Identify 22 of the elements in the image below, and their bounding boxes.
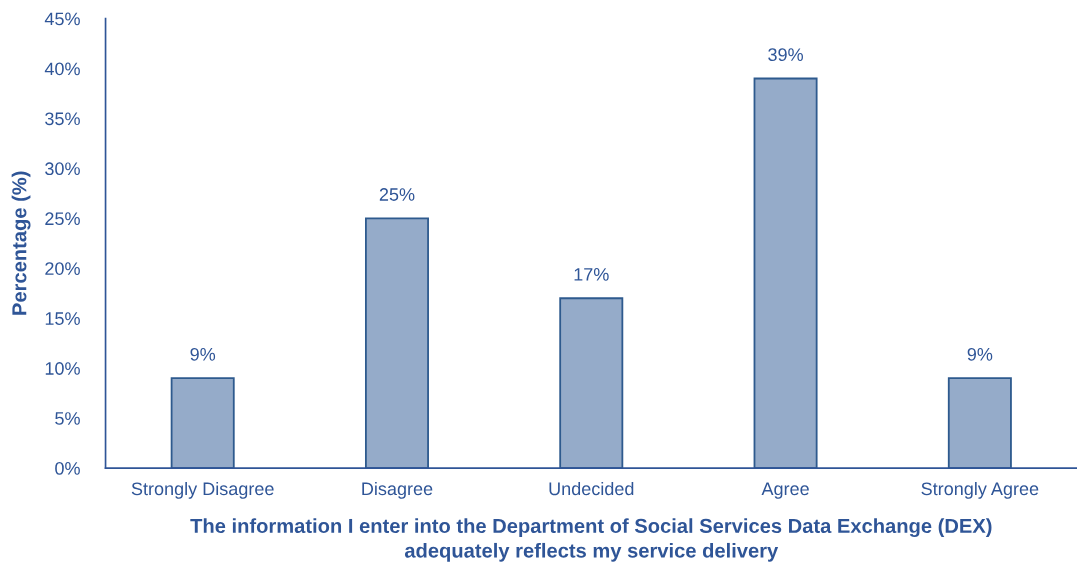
data-label: 9% xyxy=(967,347,993,361)
x-tick-label: Strongly Disagree xyxy=(131,481,274,499)
y-tick-label: 45% xyxy=(44,12,80,26)
x-tick-label: Disagree xyxy=(362,481,433,499)
x-axis-title: The information I enter into the Department of Social Services Data Exchange (DEX) adequately reflects my service delivery xyxy=(190,518,992,562)
y-tick-label: 25% xyxy=(45,212,80,226)
x-tick-label: Undecided xyxy=(549,481,634,496)
y-tick-label: 0% xyxy=(55,461,80,475)
y-tick-label: 35% xyxy=(45,112,80,126)
y-tick-label: 20% xyxy=(45,262,80,275)
y-tick-label: 5% xyxy=(55,412,80,425)
data-label: 17% xyxy=(574,268,609,281)
y-tick-label: 10% xyxy=(45,362,80,375)
y-tick-label: 30% xyxy=(45,162,80,176)
data-label: 25% xyxy=(379,188,415,201)
x-tick-label: Agree xyxy=(761,482,809,499)
y-axis-title: Percentage (%) xyxy=(11,171,31,315)
data-label: 9% xyxy=(190,347,216,361)
x-tick-label: Strongly Agree xyxy=(921,481,1039,499)
y-tick-label: 15% xyxy=(45,312,80,325)
data-label: 39% xyxy=(768,48,803,62)
y-tick-label: 40% xyxy=(44,62,80,76)
